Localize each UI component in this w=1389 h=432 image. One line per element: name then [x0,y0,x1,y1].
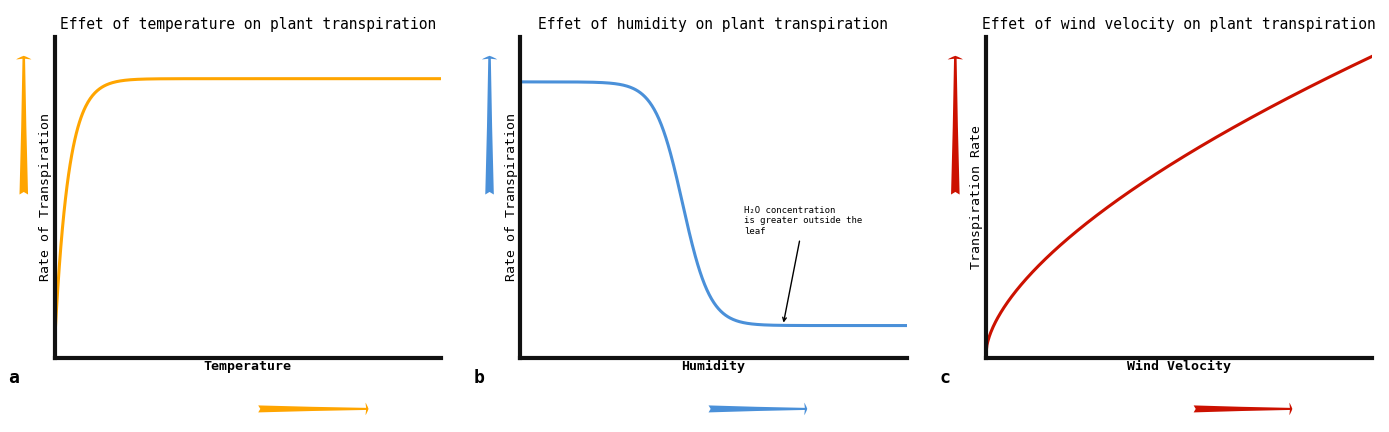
Title: Effet of humidity on plant transpiration: Effet of humidity on plant transpiration [539,17,889,32]
Y-axis label: Rate of Transpiration: Rate of Transpiration [39,113,51,281]
Text: H₂O concentration
is greater outside the
leaf: H₂O concentration is greater outside the… [745,206,863,321]
X-axis label: Wind Velocity: Wind Velocity [1128,360,1231,374]
Text: b: b [474,369,485,387]
X-axis label: Temperature: Temperature [204,360,292,373]
Text: a: a [8,369,19,387]
Y-axis label: Transpiration Rate: Transpiration Rate [971,125,983,269]
Y-axis label: Rate of Transpiration: Rate of Transpiration [504,113,518,281]
Text: c: c [940,369,950,387]
Title: Effet of temperature on plant transpiration: Effet of temperature on plant transpirat… [60,17,436,32]
X-axis label: Humidity: Humidity [682,360,746,374]
Title: Effet of wind velocity on plant transpiration: Effet of wind velocity on plant transpir… [982,17,1376,32]
